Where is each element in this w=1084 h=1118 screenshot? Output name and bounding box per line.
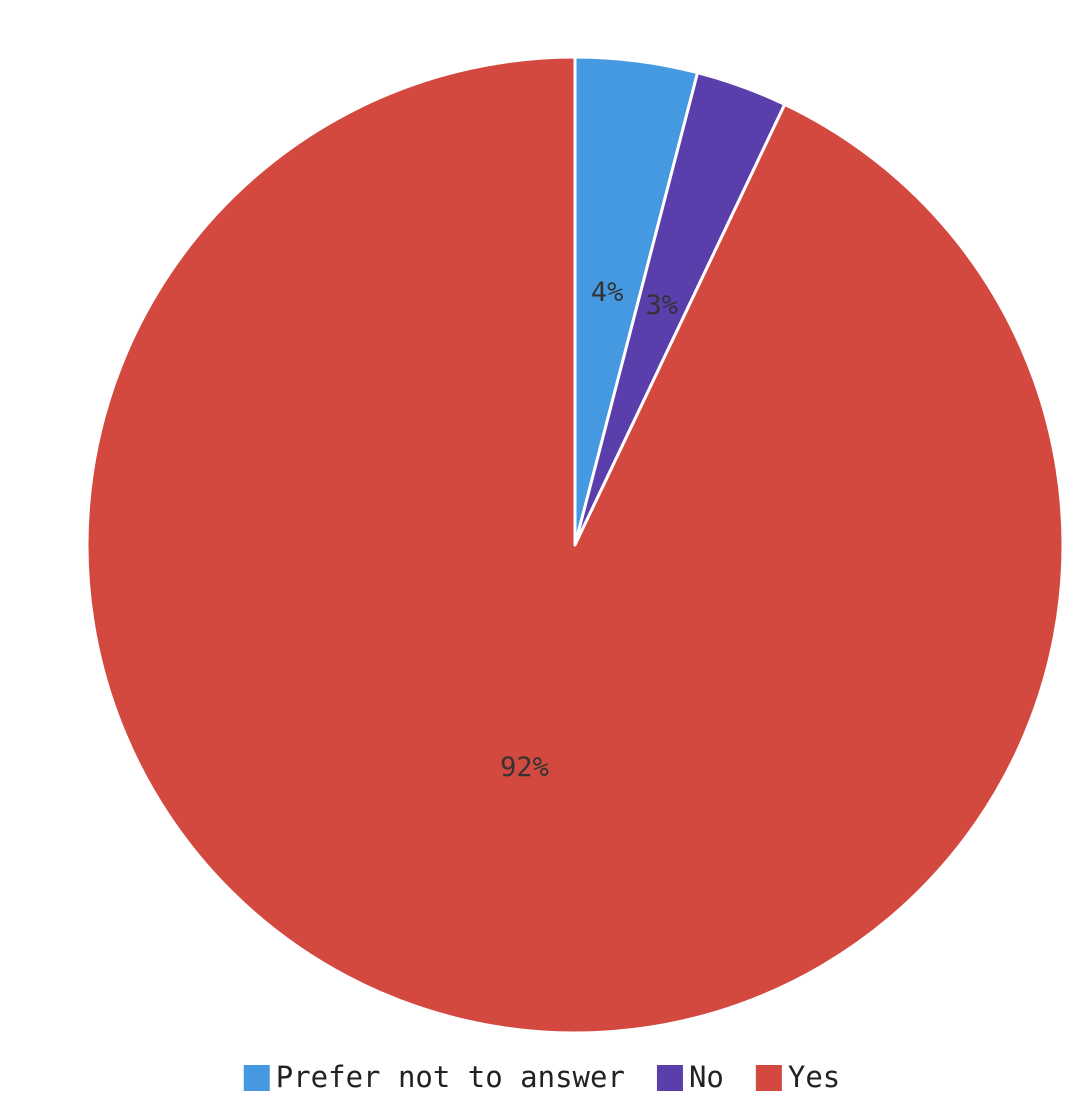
slice-label-no: 3% [646, 290, 679, 321]
legend-label-no: No [689, 1060, 724, 1094]
legend-swatch-no [656, 1065, 683, 1091]
slice-label-prefer-not-to-answer: 4% [591, 277, 624, 308]
pie-slice-labels: 4% 3% 92% [500, 277, 678, 783]
pie-slice-yes [85, 55, 1065, 1035]
slice-label-yes: 92% [500, 752, 549, 783]
legend-label-prefer-not-to-answer: Prefer not to answer [276, 1060, 625, 1094]
legend-swatch-yes [755, 1065, 782, 1091]
chart-legend: Prefer not to answer No Yes [243, 1060, 840, 1094]
legend-item-no: No [656, 1060, 724, 1094]
legend-label-yes: Yes [788, 1060, 840, 1094]
legend-item-yes: Yes [755, 1060, 840, 1094]
legend-item-prefer-not-to-answer: Prefer not to answer [243, 1060, 625, 1094]
pie-slices [85, 55, 1065, 1035]
legend-swatch-prefer-not-to-answer [243, 1065, 270, 1091]
